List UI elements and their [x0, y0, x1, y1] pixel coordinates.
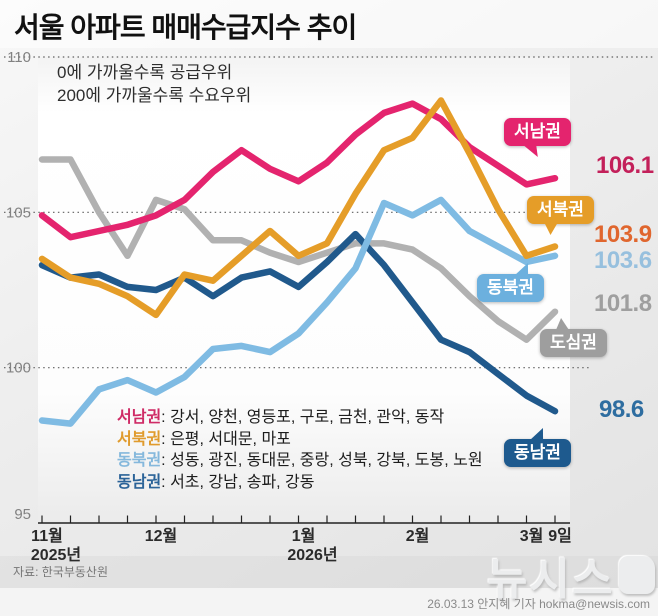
credit-band — [0, 588, 658, 616]
source-text: 자료: 한국부동산원 — [13, 565, 108, 579]
x-axis-year-2026년: 2026년 — [287, 545, 337, 564]
end-value-dosim: 101.8 — [594, 290, 652, 317]
end-value-dongnam: 98.6 — [599, 396, 644, 423]
legend: 서남권: 강서, 양천, 영등포, 구로, 금천, 관악, 동작 서북권: 은평… — [117, 407, 483, 493]
end-value-seobuk: 103.9 — [594, 221, 652, 248]
x-axis-year-2025년: 2025년 — [31, 545, 81, 564]
y-axis-label-105: 105 — [6, 204, 31, 221]
callout-badge-seobuk: 서북권 — [527, 196, 594, 224]
legend-region-name: 서북권 — [117, 430, 162, 448]
callout-badge-dongnam: 동남권 — [504, 439, 571, 467]
series-line-seobuk — [38, 97, 559, 319]
x-axis-label-2월: 2월 — [406, 527, 430, 545]
newsis-logo-text: 뉴시스 — [487, 555, 615, 604]
annotation-line-1: 0에 가까울수록 공급우위 — [57, 63, 233, 82]
legend-region-name: 서남권 — [117, 409, 162, 426]
x-axis-label-9일: 9일 — [548, 527, 572, 545]
callout-badge-dongbuk: 동북권 — [477, 274, 544, 302]
legend-row-seobuk: 서북권: 은평, 서대문, 마포 — [117, 429, 483, 451]
legend-region-name: 동남권 — [117, 473, 162, 491]
series-line-dongnam — [38, 230, 559, 415]
legend-separator: : — [161, 473, 171, 491]
end-value-dongbuk: 103.6 — [594, 247, 652, 274]
end-value-seonam: 106.1 — [596, 152, 654, 179]
newsis-watermark: 뉴시스 — [487, 543, 656, 607]
y-axis-label-100: 100 — [6, 360, 31, 377]
legend-separator: : — [161, 409, 171, 426]
callout-badge-seonam: 서남권 — [504, 118, 571, 146]
callout-badge-label: 서남권 — [514, 122, 561, 141]
callout-badge-label: 도심권 — [550, 333, 597, 352]
source-band — [0, 556, 658, 588]
legend-districts: 은평, 서대문, 마포 — [170, 430, 291, 448]
legend-separator: : — [161, 430, 171, 448]
legend-region-name: 동북권 — [117, 452, 162, 469]
x-axis-label-12월: 12월 — [145, 527, 178, 545]
newsis-logo-mark — [619, 556, 656, 594]
annotation: 0에 가까울수록 공급우위 200에 가까울수록 수요우위 — [57, 61, 251, 107]
y-axis-label-95: 95 — [14, 506, 31, 523]
callout-badge-dosim: 도심권 — [540, 329, 607, 357]
legend-districts: 서초, 강남, 송파, 강동 — [170, 473, 315, 491]
page-title: 서울 아파트 매매수급지수 추이 — [14, 12, 357, 43]
x-axis-label-3월: 3월 — [520, 527, 544, 545]
legend-row-seonam: 서남권: 강서, 양천, 영등포, 구로, 금천, 관악, 동작 — [117, 407, 483, 429]
legend-row-dongbuk: 동북권: 성동, 광진, 동대문, 중랑, 성북, 강북, 도봉, 노원 — [117, 450, 483, 472]
series-line-dosim — [38, 156, 559, 343]
callout-badge-label: 동북권 — [487, 278, 534, 297]
legend-districts: 강서, 양천, 영등포, 구로, 금천, 관악, 동작 — [170, 409, 445, 426]
y-axis-label-110: 110 — [7, 49, 31, 66]
series-line-dongbuk — [38, 196, 559, 427]
legend-districts: 성동, 광진, 동대문, 중랑, 성북, 강북, 도봉, 노원 — [170, 452, 483, 469]
byline-credit: 26.03.13 안지혜 기자 hokma@newsis.com — [427, 597, 650, 611]
annotation-line-2: 200에 가까울수록 수요우위 — [57, 86, 252, 105]
x-axis-label-1월: 1월 — [292, 527, 316, 545]
legend-separator: : — [161, 452, 171, 469]
callout-badge-label: 동남권 — [514, 443, 561, 462]
title-band — [0, 0, 658, 48]
legend-row-dongnam: 동남권: 서초, 강남, 송파, 강동 — [117, 472, 483, 494]
callout-badge-label: 서북권 — [537, 200, 584, 219]
x-axis-label-11월: 11월 — [31, 527, 63, 545]
